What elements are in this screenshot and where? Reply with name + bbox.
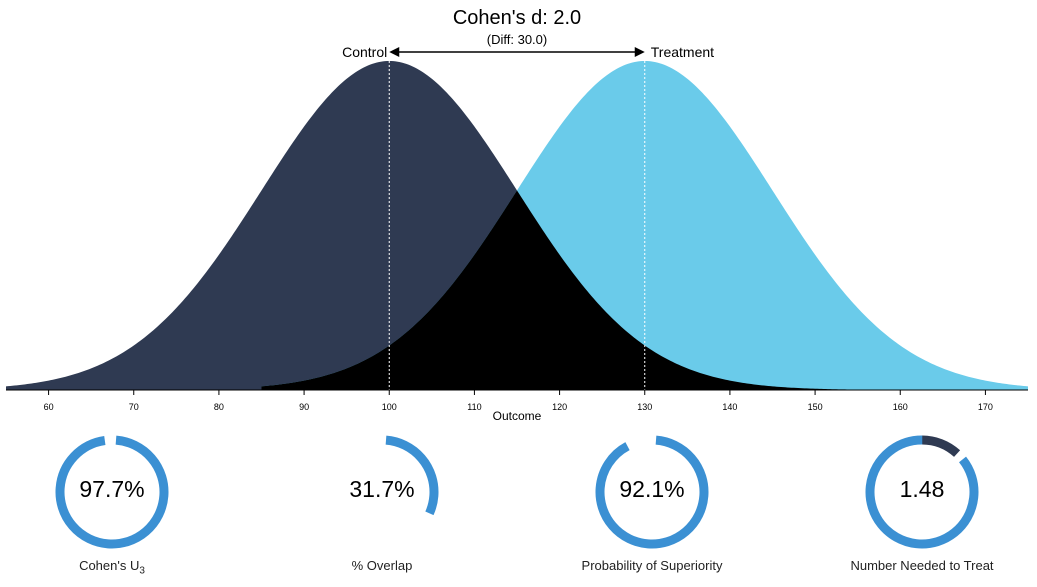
x-tick-label: 170 <box>978 402 993 412</box>
chart-title: Cohen's d: 2.0 <box>453 7 581 29</box>
donut-value-arc <box>325 435 439 549</box>
metric-gauge: 1.48 Number Needed to Treat <box>822 432 1022 582</box>
x-tick-label: 100 <box>382 402 397 412</box>
metric-gauge: 92.1% Probability of Superiority <box>552 432 752 582</box>
x-tick-label: 60 <box>44 402 54 412</box>
metric-label-subscript: 3 <box>139 565 145 577</box>
metric-label-text: Number Needed to Treat <box>850 558 994 573</box>
metric-label: % Overlap <box>282 558 482 573</box>
x-tick-label: 80 <box>214 402 224 412</box>
x-axis: 60 70 80 90 100 110 120 130 140 150 160 170 <box>6 389 1028 412</box>
donut-ring <box>325 435 439 549</box>
x-tick-label: 70 <box>129 402 139 412</box>
metric-value: 1.48 <box>899 476 945 502</box>
mean-lines <box>388 61 646 390</box>
donut-ring <box>595 435 709 549</box>
treatment-label: Treatment <box>651 44 714 60</box>
x-axis-label: Outcome <box>493 409 542 420</box>
metric-value: 31.7% <box>349 476 415 502</box>
donut-value-arc <box>865 435 979 549</box>
x-tick-label: 110 <box>467 402 481 412</box>
metric-value: 92.1% <box>619 476 685 502</box>
x-tick-label: 160 <box>893 402 908 412</box>
x-tick-label: 140 <box>722 402 737 412</box>
metric-label: Probability of Superiority <box>552 558 752 573</box>
donut-ring <box>55 435 169 549</box>
distribution-chart: Cohen's d: 2.0 (Diff: 30.0) Control Trea… <box>6 7 1028 420</box>
control-label: Control <box>342 44 387 60</box>
metric-gauge: 97.7% Cohen's U3 <box>12 432 212 582</box>
metric-gauge: 31.7% % Overlap <box>282 432 482 582</box>
x-tick-label: 150 <box>808 402 823 412</box>
distribution-curves <box>6 61 1028 390</box>
x-tick-label: 90 <box>299 402 309 412</box>
chart-subtitle: (Diff: 30.0) <box>487 32 547 47</box>
overlap-region <box>261 190 1028 390</box>
metric-label-text: Cohen's U <box>79 558 140 573</box>
donut-value-arc <box>55 435 169 549</box>
arrow-head-right <box>634 47 645 57</box>
metric-label: Number Needed to Treat <box>822 558 1022 573</box>
metric-label-text: Probability of Superiority <box>581 558 723 573</box>
x-tick-label: 130 <box>637 402 652 412</box>
donut-ring <box>865 435 979 549</box>
x-tick-label: 120 <box>552 402 567 412</box>
mean-difference-arrow <box>389 47 645 57</box>
metric-value: 97.7% <box>79 476 145 502</box>
metric-label-text: % Overlap <box>351 558 413 573</box>
metric-label: Cohen's U3 <box>12 558 212 577</box>
arrow-head-left <box>389 47 400 57</box>
